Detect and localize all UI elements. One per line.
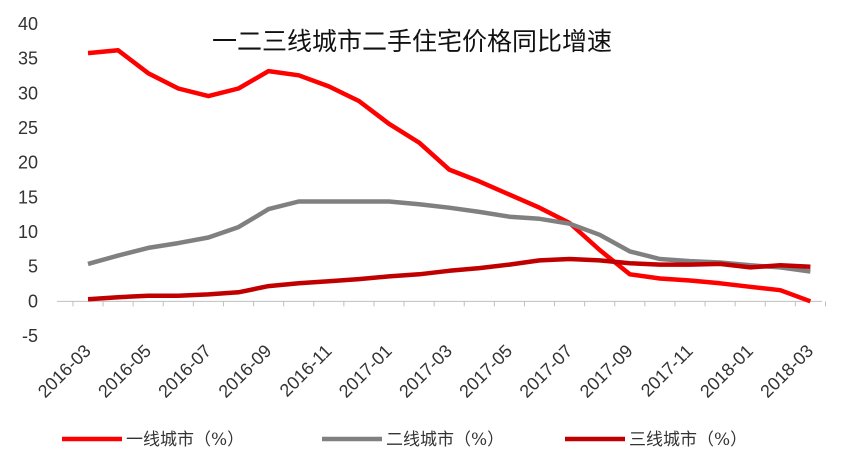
x-tick-label: 2018-01	[696, 341, 757, 402]
x-tick-label: 2017-09	[576, 341, 637, 402]
x-tick-label: 2016-11	[276, 341, 336, 401]
y-tick-label: 30	[18, 83, 38, 103]
y-tick-label: 40	[18, 14, 38, 34]
x-tick-label: 2016-05	[94, 341, 155, 402]
x-tick-label: 2017-11	[637, 341, 697, 401]
series-lines	[87, 48, 812, 304]
x-axis-tick-labels: 2016-03 2016-05 2016-07 2016-09 2016-11 2017-…	[34, 341, 817, 402]
x-tick-label: 2018-03	[756, 341, 817, 402]
x-tick-label: 2017-01	[335, 341, 396, 402]
y-tick-label: -5	[22, 326, 38, 346]
y-tick-label: 20	[18, 153, 38, 173]
series-line-2	[87, 199, 811, 274]
x-tick-label: 2016-03	[34, 341, 95, 402]
y-tick-label: 10	[18, 222, 38, 242]
y-tick-label: 0	[28, 291, 38, 311]
chart-title: 一二三线城市二手住宅价格同比增速	[212, 27, 612, 56]
x-tick-label: 2016-09	[215, 341, 276, 402]
legend-label-tier1: 一线城市（%）	[126, 430, 244, 450]
y-tick-label: 5	[28, 257, 38, 277]
y-tick-label: 25	[18, 118, 38, 138]
legend-label-tier3: 三线城市（%）	[629, 430, 747, 450]
x-tick-label: 2017-05	[455, 341, 516, 402]
y-tick-label: 15	[18, 187, 38, 207]
x-tick-label: 2017-07	[516, 341, 577, 402]
x-axis-ticks	[72, 301, 826, 307]
series-line-3	[87, 256, 811, 302]
x-tick-label: 2016-07	[154, 341, 215, 402]
legend: 一线城市（%） 二线城市（%） 三线城市（%）	[62, 430, 747, 450]
series-line-1	[87, 48, 812, 304]
legend-label-tier2: 二线城市（%）	[386, 430, 504, 450]
x-tick-label: 2017-03	[395, 341, 456, 402]
y-axis-tick-labels: -5 0 5 10 15 20 25 30 35 40	[18, 14, 38, 346]
y-tick-label: 35	[18, 49, 38, 69]
